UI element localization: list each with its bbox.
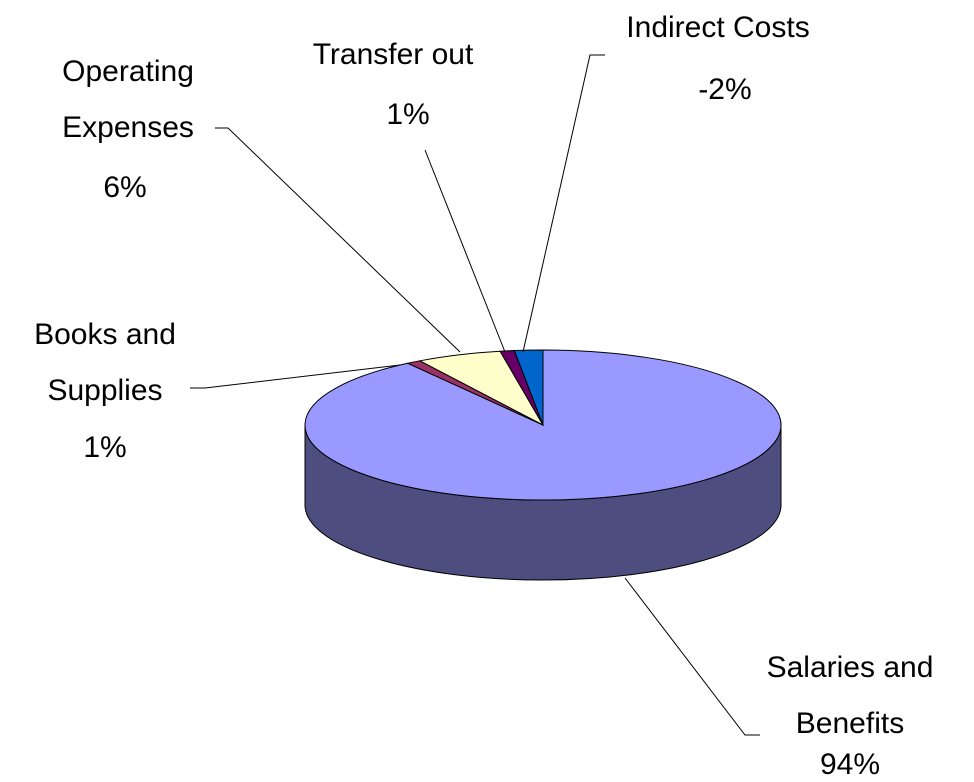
slice-label: Indirect Costs [626, 11, 810, 44]
slice-label: Operating Expenses [62, 55, 194, 144]
slice-label: Transfer out [312, 38, 474, 71]
slice-value-label: 1% [386, 98, 430, 131]
leader-line [190, 364, 401, 389]
leader-line [215, 127, 461, 353]
slice-label: Salaries and Benefits [766, 651, 934, 740]
slice-label: Books and Supplies [34, 318, 176, 407]
leader-line [522, 54, 605, 353]
slice-value-label: -2% [698, 73, 752, 106]
slice-value-label: 6% [103, 171, 147, 204]
slice-value-label: 94% [819, 748, 881, 781]
leader-line [424, 149, 506, 353]
slice-value-label: 1% [83, 431, 127, 464]
leader-line [624, 577, 760, 736]
pie-slice [513, 349, 544, 426]
